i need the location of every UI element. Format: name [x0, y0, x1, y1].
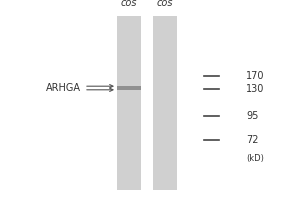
Text: cos: cos	[157, 0, 173, 8]
Text: 95: 95	[246, 111, 258, 121]
Text: ARHGA: ARHGA	[46, 83, 81, 93]
Bar	[117, 16, 141, 190]
Text: (kD): (kD)	[246, 154, 264, 162]
Text: 170: 170	[246, 71, 265, 81]
Text: 72: 72	[246, 135, 259, 145]
Text: 130: 130	[246, 84, 264, 94]
Text: cos: cos	[121, 0, 137, 8]
Bar	[117, 86, 141, 90]
Bar	[153, 16, 177, 190]
